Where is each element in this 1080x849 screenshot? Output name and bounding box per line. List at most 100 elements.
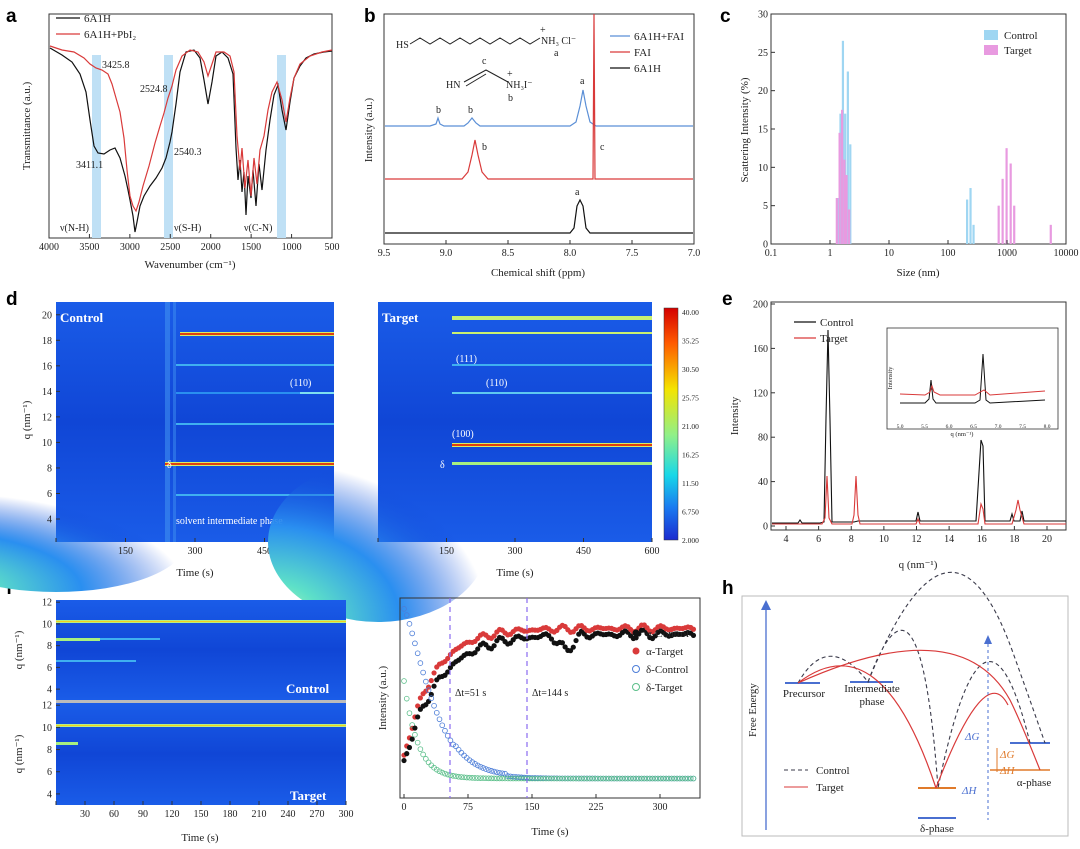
plot-frame (383, 13, 695, 245)
streak-8 (56, 638, 100, 641)
point-delta-control (409, 630, 415, 637)
struct-plus-2: + (507, 69, 513, 80)
inset-tick-label: 8.0 (1044, 424, 1051, 430)
point-delta-target (649, 775, 656, 782)
heatmap-title-target: Target (382, 310, 419, 325)
inset-control (900, 353, 1046, 404)
x-tick-label: 10 (879, 534, 889, 545)
x-tick-label: 450 (576, 546, 591, 557)
series-control (772, 329, 1066, 524)
panel-letter-b: b (364, 6, 376, 27)
bar-control (846, 71, 849, 244)
x-axis-label: Time (s) (531, 826, 569, 838)
point-delta-target (543, 775, 549, 782)
inset-tick-label: 5.0 (897, 424, 904, 430)
y-tick-label: 15 (758, 125, 768, 136)
streak-110 (300, 392, 334, 394)
x-tick-label: 240 (281, 809, 296, 820)
point-delta-control (433, 709, 440, 716)
legend-swatch-control (984, 30, 998, 40)
panel-e-xrd: 5.0 5.5 6.0 6.5 7.0 7.5 8.0 q (nm⁻¹) Intensity… (729, 300, 1067, 571)
bar-control (849, 144, 852, 244)
point-delta-target (414, 739, 421, 746)
x-tick-label: 90 (138, 809, 148, 820)
x-tick-label: 8.5 (502, 248, 515, 259)
x-tick-label: 225 (589, 802, 604, 813)
streak-100-core (452, 444, 652, 446)
point-delta-target (679, 775, 686, 782)
point-delta-target (406, 710, 413, 716)
y-axis-label: Intensity (729, 396, 741, 435)
y-tick-label: 10 (42, 438, 52, 449)
panel-letter-c: c (720, 6, 731, 27)
point-delta-target (595, 775, 601, 782)
point-delta-target (537, 775, 544, 782)
point-delta-target (666, 775, 672, 782)
colorbar (663, 307, 679, 541)
peak-b-1: b (436, 105, 441, 116)
legend-target: Target (820, 333, 848, 345)
x-tick-label: 7.5 (626, 248, 639, 259)
point-delta-target (496, 775, 503, 782)
point-alpha-control (559, 640, 565, 646)
y-tick-label: 12 (42, 598, 52, 609)
point-delta-target (464, 774, 470, 781)
point-delta-target (657, 775, 664, 782)
point-delta-target (469, 775, 476, 781)
label-precursor: Precursor (783, 688, 825, 700)
x-tick-label: 2500 (160, 242, 180, 253)
point-delta-target (616, 775, 623, 782)
panel-g-kinetics: Δt=51 s Δt=144 s α-Control α-Target δ-Co… (377, 597, 701, 838)
x-ticks: 0 75 150 225 300 (402, 794, 668, 813)
colorbar-tick-label: 6.750 (682, 508, 699, 517)
legend-a-control: α-Control (646, 628, 689, 640)
label-110: (110) (486, 378, 507, 389)
x-tick-label: 0 (402, 802, 407, 813)
x-tick-label: 150 (194, 809, 209, 820)
y-tick-label: 0 (763, 240, 768, 251)
series-target (772, 475, 1066, 525)
point-alpha-target (690, 626, 697, 632)
point-delta-target (507, 775, 514, 782)
point-alpha-control (633, 635, 639, 641)
inset-tick-label: 6.0 (946, 424, 953, 430)
point-delta-target (668, 775, 675, 782)
point-delta-target (442, 770, 448, 777)
point-alpha-control (652, 633, 658, 639)
point-delta-target (586, 775, 593, 782)
x-tick-label: 18 (1009, 534, 1019, 545)
point-delta-target (551, 775, 557, 782)
y-tick-label: 12 (42, 701, 52, 712)
x-tick-label: 60 (109, 809, 119, 820)
y-tick-label: 14 (42, 387, 52, 398)
y-tick-label: 18 (42, 336, 52, 347)
point-delta-target (682, 775, 689, 782)
point-alpha-control (570, 644, 576, 650)
bar-target (845, 175, 848, 244)
legend-target: Target (1004, 45, 1032, 57)
panel-letter-a: a (6, 6, 17, 27)
peak-a-bottom: a (575, 187, 580, 198)
x-tick-label: 3000 (120, 242, 140, 253)
label-intermediate: Intermediate phase (844, 683, 900, 708)
x-tick-label: 180 (223, 809, 238, 820)
point-delta-control (485, 767, 492, 773)
x-tick-label: 8.0 (564, 248, 577, 259)
panel-d-giwaxs: Control (110) δ solvent intermediate pha… (0, 302, 699, 622)
point-delta-target (540, 775, 547, 782)
streak-delta (452, 462, 652, 465)
heatmap-target: Target (111) (110) (100) δ 150 300 450 600 … (268, 302, 660, 622)
inset-x-label: q (nm⁻¹) (951, 431, 974, 438)
colorbar-tick-label: 25.75 (682, 394, 699, 403)
point-alpha-control (445, 669, 451, 675)
y-tick-label: 16 (42, 361, 52, 372)
point-delta-target (436, 768, 443, 775)
plot-frame (48, 13, 333, 239)
legend-6a1h-fai: 6A1H+FAI (634, 31, 684, 43)
point-delta-target (403, 695, 410, 702)
point-delta-control (494, 769, 500, 776)
x-tick-label: 9.5 (378, 248, 391, 259)
colorbar-tick-label: 2.000 (682, 536, 699, 545)
struct-plus-1: + (540, 25, 546, 36)
label-delta: δ (440, 460, 445, 471)
